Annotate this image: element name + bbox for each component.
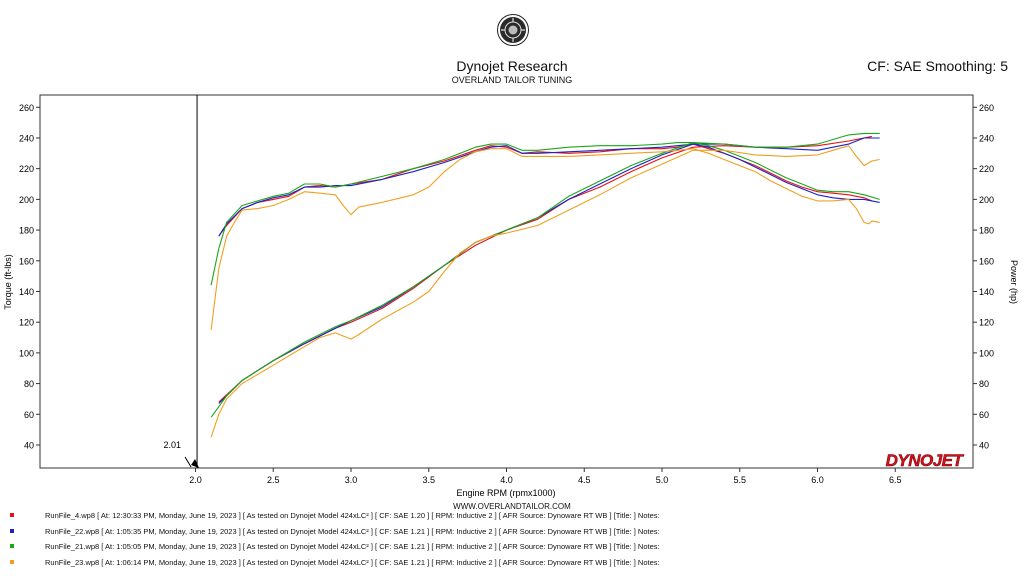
legend-entry: RunFile_22.wp8 [ At: 1:05:35 PM, Monday,… — [6, 524, 1016, 540]
legend-entry: RunFile_23.wp8 [ At: 1:06:14 PM, Monday,… — [6, 555, 1016, 571]
website-label: WWW.OVERLANDTAILOR.COM — [453, 502, 571, 511]
legend-text: RunFile_21.wp8 [ At: 1:05:05 PM, Monday,… — [45, 542, 660, 551]
y-tick-label-left: 180 — [19, 226, 34, 236]
y-tick-label-left: 220 — [19, 164, 34, 174]
y-tick-label-right: 180 — [979, 226, 994, 236]
y-tick-label-right: 120 — [979, 318, 994, 328]
y-tick-label-right: 80 — [979, 379, 989, 389]
y-axis-label-left: Torque (ft-lbs) — [3, 254, 13, 310]
x-axis-label: Engine RPM (rpmx1000) — [456, 488, 555, 498]
y-tick-label-right: 140 — [979, 287, 994, 297]
y-tick-label-left: 80 — [24, 379, 34, 389]
legend-entry: RunFile_4.wp8 [ At: 12:30:33 PM, Monday,… — [6, 508, 1016, 524]
cf-smoothing-label: CF: SAE Smoothing: 5 — [867, 58, 1008, 74]
rpm-cursor-label: 2.01 — [164, 440, 182, 450]
legend-text: RunFile_23.wp8 [ At: 1:06:14 PM, Monday,… — [45, 557, 660, 567]
chart-title: Dynojet Research — [456, 58, 568, 74]
y-tick-label-right: 260 — [979, 103, 994, 113]
dynojet-seal-icon — [497, 14, 529, 46]
x-tick-label: 5.5 — [733, 475, 746, 485]
legend-text: RunFile_4.wp8 [ At: 12:30:33 PM, Monday,… — [45, 511, 660, 520]
x-tick-label: 5.0 — [656, 475, 669, 485]
y-tick-label-left: 60 — [24, 410, 34, 420]
x-tick-label: 2.5 — [267, 475, 280, 485]
series-line-runfile_23-wp8-power — [210, 145, 880, 438]
series-line-runfile_23-wp8-torque — [210, 148, 880, 330]
y-tick-label-left: 240 — [19, 133, 34, 143]
y-tick-label-right: 40 — [979, 440, 989, 450]
y-tick-label-right: 160 — [979, 256, 994, 266]
y-tick-label-right: 60 — [979, 410, 989, 420]
y-tick-label-left: 200 — [19, 195, 34, 205]
y-tick-label-left: 120 — [19, 318, 34, 328]
x-tick-label: 3.0 — [345, 475, 358, 485]
y-tick-label-right: 200 — [979, 195, 994, 205]
y-tick-label-right: 240 — [979, 133, 994, 143]
x-tick-label: 3.5 — [422, 475, 435, 485]
y-tick-label-right: 220 — [979, 164, 994, 174]
legend-swatch — [10, 544, 14, 548]
y-tick-label-right: 100 — [979, 348, 994, 358]
series-line-runfile_21-wp8-power — [210, 132, 880, 418]
x-tick-label: 4.5 — [578, 475, 591, 485]
y-tick-label-left: 140 — [19, 287, 34, 297]
x-tick-label: 2.0 — [189, 475, 202, 485]
legend-swatch — [10, 559, 14, 564]
x-tick-label: 4.0 — [500, 475, 513, 485]
x-tick-label: 6.5 — [889, 475, 902, 485]
rpm-cursor-arrow — [191, 459, 200, 468]
rpm-cursor-pointer — [184, 456, 192, 468]
dyno-plot: 40 40 60 60 80 80 100 100 120 120 140 140 160 160 180 1… — [3, 94, 1019, 498]
y-tick-label-left: 160 — [19, 256, 34, 266]
run-legend: RunFile_4.wp8 [ At: 12:30:33 PM, Monday,… — [6, 508, 1016, 570]
y-axis-label-right: Power (hp) — [1009, 260, 1019, 304]
legend-swatch — [10, 513, 14, 517]
series-line-runfile_21-wp8-torque — [210, 142, 880, 286]
series-line-runfile_22-wp8-power — [218, 137, 880, 404]
legend-text: RunFile_22.wp8 [ At: 1:05:35 PM, Monday,… — [45, 526, 660, 536]
legend-swatch — [10, 528, 14, 533]
x-tick-label: 6.0 — [811, 475, 824, 485]
legend-entry: RunFile_21.wp8 [ At: 1:05:05 PM, Monday,… — [6, 539, 1016, 555]
y-tick-label-left: 40 — [24, 440, 34, 450]
y-tick-label-left: 100 — [19, 348, 34, 358]
dynojet-logo: DYNOJET — [886, 451, 965, 470]
plot-area — [39, 94, 974, 469]
series-line-runfile_22-wp8-torque — [218, 143, 880, 237]
y-tick-label-left: 260 — [19, 103, 34, 113]
chart-subtitle: OVERLAND TAILOR TUNING — [451, 75, 573, 85]
